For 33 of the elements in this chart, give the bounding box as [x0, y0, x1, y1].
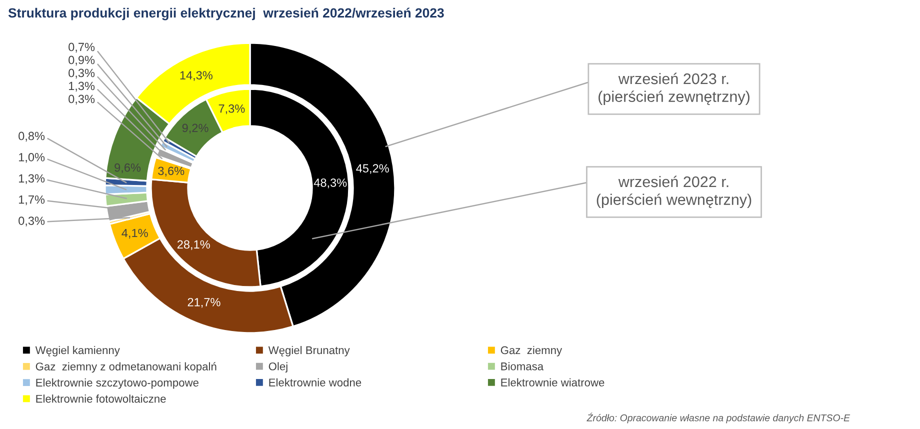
data-label: 1,3% — [68, 82, 95, 92]
legend-label: Gaz ziemny z odmetanowani kopalń — [36, 362, 216, 373]
data-label: 1,3% — [18, 174, 45, 184]
data-label: 0,9% — [68, 56, 95, 66]
legend-label: Olej — [268, 362, 288, 373]
legend-label: Elektrownie wiatrowe — [501, 378, 604, 386]
data-label: 4,1% — [122, 228, 148, 239]
data-label: 1,7% — [18, 195, 45, 206]
data-label: 9,2% — [182, 124, 208, 134]
data-label: 28,1% — [177, 240, 210, 250]
data-label: 0,3% — [18, 216, 45, 226]
data-label: 0,8% — [18, 132, 45, 142]
legend-label: Węgiel Brunatny — [268, 346, 350, 356]
text: wrzesień 2022 r. (pierścień wewnętrzny) — [596, 176, 752, 208]
legend-label: Elektrownie szczytowo-pompowe — [36, 378, 198, 389]
chart-title: Struktura produkcji energii elektrycznej wrzesień 2022/wrzesień 2023 — [8, 8, 444, 20]
data-label: 0,3% — [68, 68, 95, 79]
data-label: 21,7% — [188, 298, 220, 308]
legend-label: Elektrownie fotowoltaiczne — [36, 394, 166, 403]
data-label: 0,7% — [68, 42, 95, 53]
data-label: 0,3% — [68, 94, 95, 105]
legend-label: Węgiel kamienny — [35, 346, 120, 356]
text: wrzesień 2023 r. (pierścień zewnętrzny) — [598, 72, 750, 106]
data-label: 9,6% — [114, 163, 141, 174]
data-label: 48,3% — [314, 178, 347, 188]
data-label: 7,3% — [218, 104, 245, 114]
legend-label: Biomasa — [501, 362, 544, 370]
text: Źródło: Opracowanie własne na podstawie danych ENTSO-E — [586, 412, 850, 424]
data-label: 1,0% — [18, 153, 45, 163]
data-label: 14,3% — [180, 71, 212, 81]
data-label: 45,2% — [356, 164, 389, 174]
legend-label: Gaz ziemny — [500, 346, 562, 356]
legend-label: Elektrownie wodne — [269, 378, 362, 386]
